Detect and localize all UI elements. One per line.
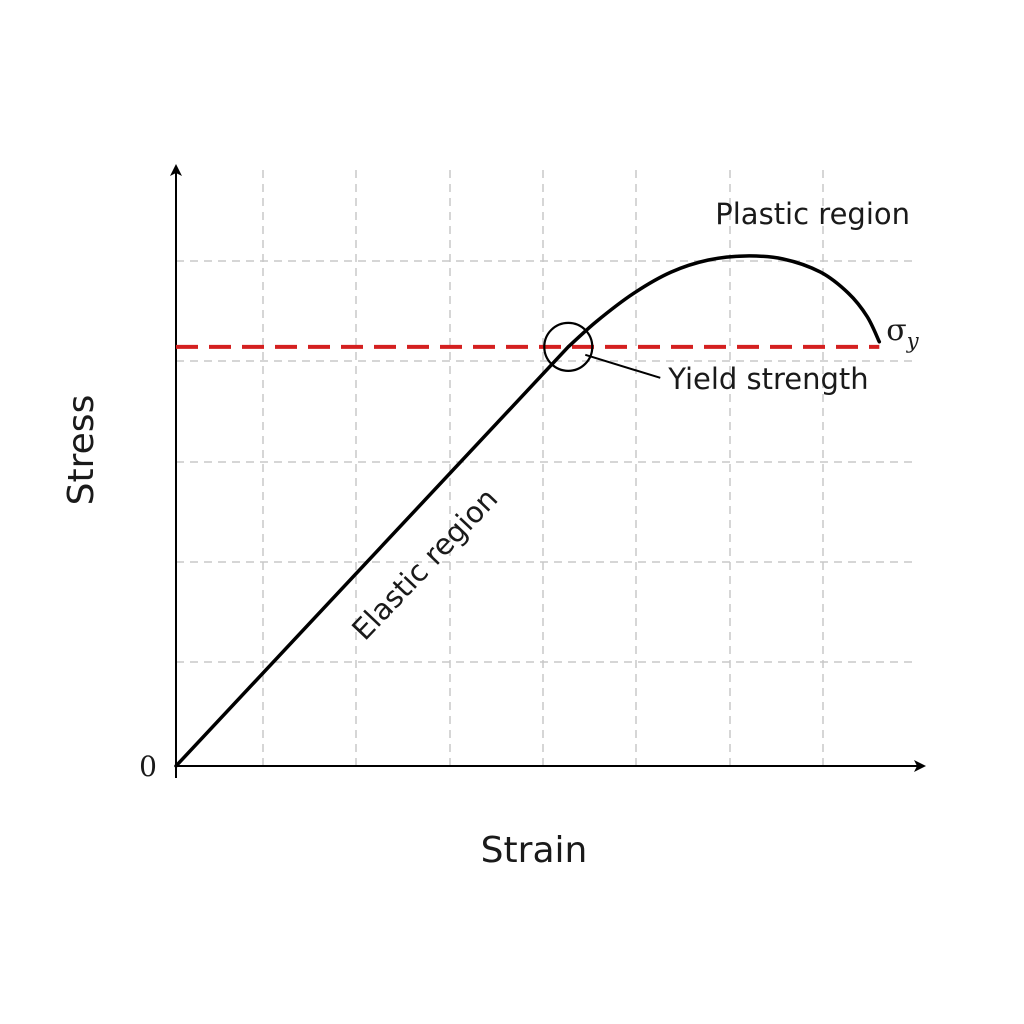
origin-label: 0 [139,750,157,783]
yield-point-marker [543,321,594,372]
sigma-y-label: σy [886,313,919,353]
yield-strength-label: Yield strength [667,362,868,396]
elastic-region-label: Elastic region [345,481,504,646]
stress-strain-curve [174,254,882,768]
sigma-symbol: σ [886,313,906,348]
grid [176,170,912,766]
y-axis-label: Stress [61,395,102,506]
yield-leader-line [584,353,661,379]
x-axis-label: Strain [481,830,588,871]
plastic-region-label: Plastic region [715,197,910,231]
sigma-subscript: y [906,329,920,353]
